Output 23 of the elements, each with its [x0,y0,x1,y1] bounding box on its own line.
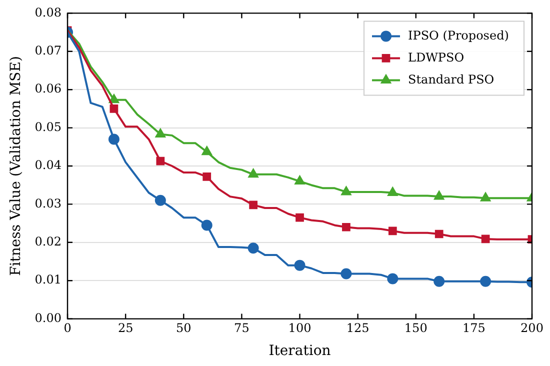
y-tick-label: 0.05 [34,120,62,134]
x-tick-label: 150 [404,321,428,336]
y-tick-label: 0.08 [34,5,62,20]
y-tick-label: 0.02 [34,234,62,249]
x-axis-title: Iteration [268,343,331,360]
legend-label: LDWPSO [408,50,464,64]
x-tick-label: 200 [520,321,544,336]
y-tick-label: 0.04 [34,158,62,172]
x-tick-label: 175 [462,321,486,336]
x-tick-label: 100 [288,321,312,336]
legend-label: Standard PSO [408,72,494,86]
legend-label: IPSO (Proposed) [408,28,509,42]
y-tick-label: 0.00 [34,310,62,325]
x-tick-label: 125 [346,321,370,336]
y-tick-label: 0.07 [34,44,62,58]
y-tick-label: 0.01 [34,272,62,287]
x-tick-label: 0 [64,321,72,336]
y-tick-label: 0.06 [34,82,62,96]
y-axis-title: Fitness Value (Validation MSE) [8,56,24,276]
x-tick-label: 75 [234,321,250,336]
x-tick-label: 25 [118,321,134,336]
y-tick-label: 0.03 [34,196,62,210]
x-tick-label: 50 [176,321,192,336]
